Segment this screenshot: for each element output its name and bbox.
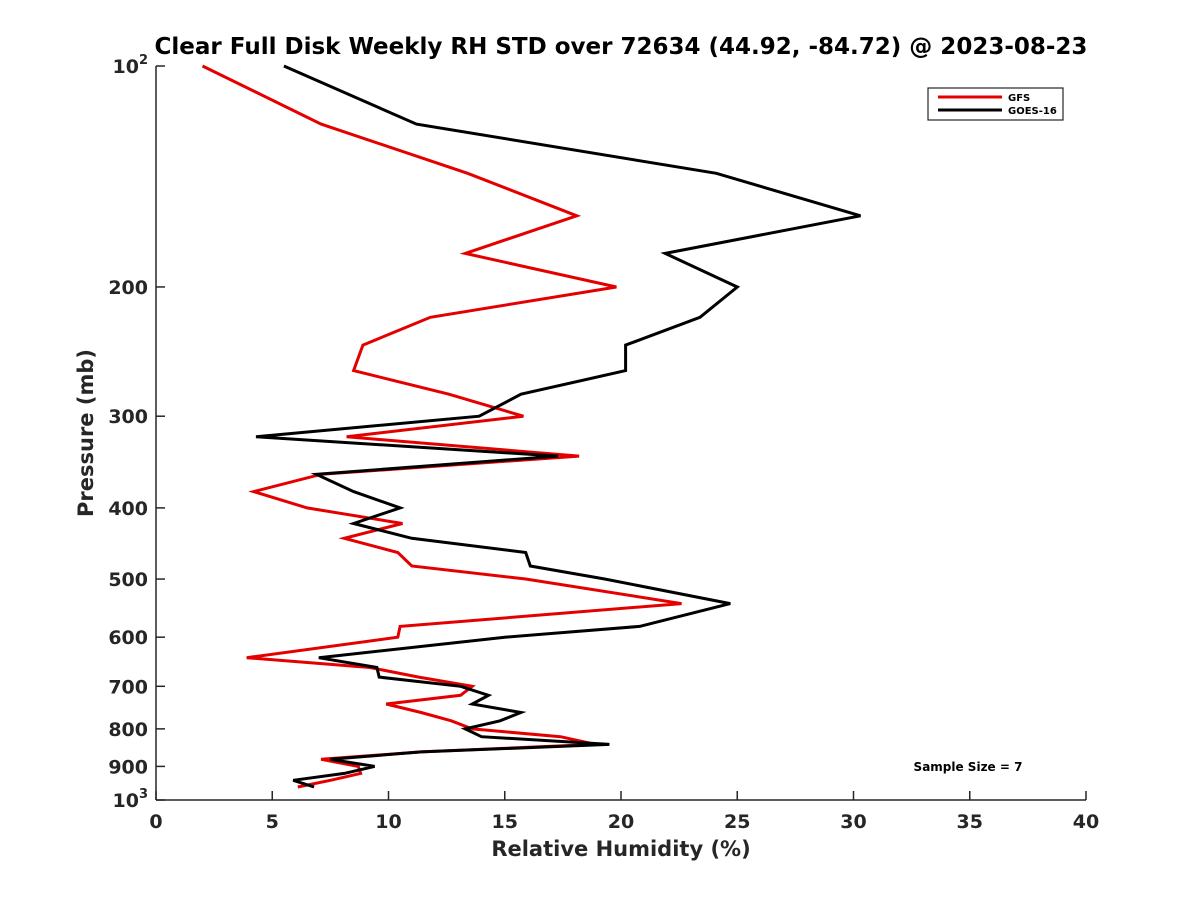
legend-label-gfs: GFS <box>1008 93 1030 104</box>
y-tick-label: 200 <box>108 277 148 299</box>
x-tick-label: 40 <box>1073 811 1099 833</box>
y-ticks: 102 200 300 400 500 600 700 800 900 103 <box>108 53 165 812</box>
x-tick-label: 20 <box>608 811 634 833</box>
legend-box <box>927 87 1064 121</box>
y-tick-label: 400 <box>108 498 148 520</box>
y-tick-label: 103 <box>113 787 149 812</box>
legend: GFS GOES-16 <box>927 87 1064 121</box>
y-tick-label: 900 <box>108 756 148 778</box>
legend-label-goes16: GOES-16 <box>1008 106 1057 117</box>
x-tick-label: 35 <box>957 811 983 833</box>
y-tick-label: 700 <box>108 676 148 698</box>
y-tick-label: 600 <box>108 627 148 649</box>
plot-lines <box>201 64 861 789</box>
y-tick-label: 800 <box>108 719 148 741</box>
y-tick-label: 300 <box>108 406 148 428</box>
x-tick-label: 0 <box>149 811 162 833</box>
series-line-gfs <box>201 64 682 789</box>
x-tick-label: 15 <box>492 811 518 833</box>
y-axis-label: Pressure (mb) <box>74 349 98 517</box>
chart-title: Clear Full Disk Weekly RH STD over 72634… <box>155 34 1088 60</box>
x-tick-label: 25 <box>724 811 750 833</box>
series-line-goes16 <box>255 64 861 789</box>
y-tick-label: 102 <box>113 53 149 78</box>
x-tick-label: 5 <box>266 811 279 833</box>
y-tick-label: 500 <box>108 569 148 591</box>
sample-size-annotation: Sample Size = 7 <box>914 760 1023 774</box>
x-axis-label: Relative Humidity (%) <box>491 837 750 861</box>
x-tick-label: 10 <box>375 811 401 833</box>
x-tick-label: 30 <box>840 811 866 833</box>
x-ticks: 0 5 10 15 20 25 30 35 40 <box>149 791 1099 833</box>
